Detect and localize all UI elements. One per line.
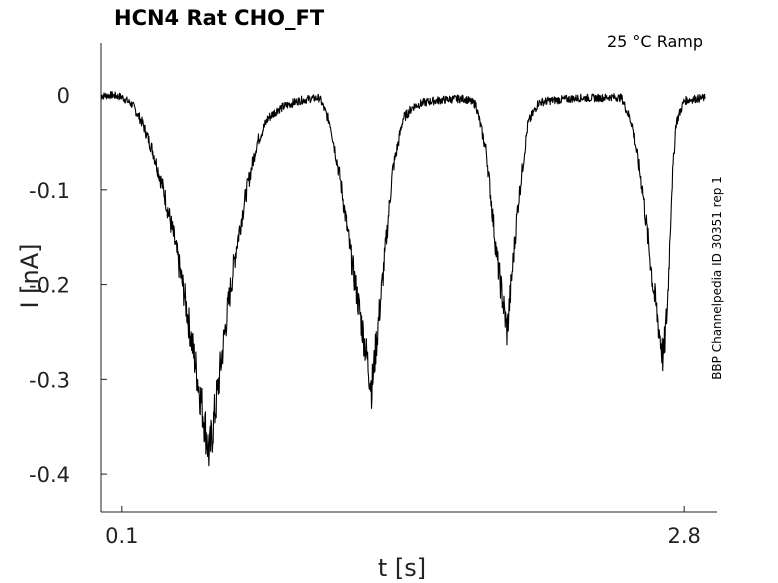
y-axis-label: I [nA] <box>16 243 44 308</box>
y-tick-label: -0.2 <box>29 274 70 298</box>
x-axis-label: t [s] <box>378 554 426 582</box>
source-id-label: BBP Channelpedia ID 30351 rep 1 <box>710 176 724 380</box>
y-tick-label: 0 <box>57 84 70 108</box>
y-tick-label: -0.1 <box>29 179 70 203</box>
x-ticks: 0.1 2.8 <box>105 506 701 548</box>
axes <box>100 43 717 513</box>
data-series <box>100 91 706 467</box>
condition-annotation: 25 °C Ramp <box>607 32 703 51</box>
x-tick-label: 0.1 <box>105 524 138 548</box>
current-trace <box>100 91 706 467</box>
y-ticks: 0 -0.1 -0.2 -0.3 -0.4 <box>29 84 107 487</box>
y-tick-label: -0.4 <box>29 463 70 487</box>
x-tick-label: 2.8 <box>667 524 700 548</box>
y-tick-label: -0.3 <box>29 368 70 392</box>
chart-title: HCN4 Rat CHO_FT <box>114 6 325 30</box>
